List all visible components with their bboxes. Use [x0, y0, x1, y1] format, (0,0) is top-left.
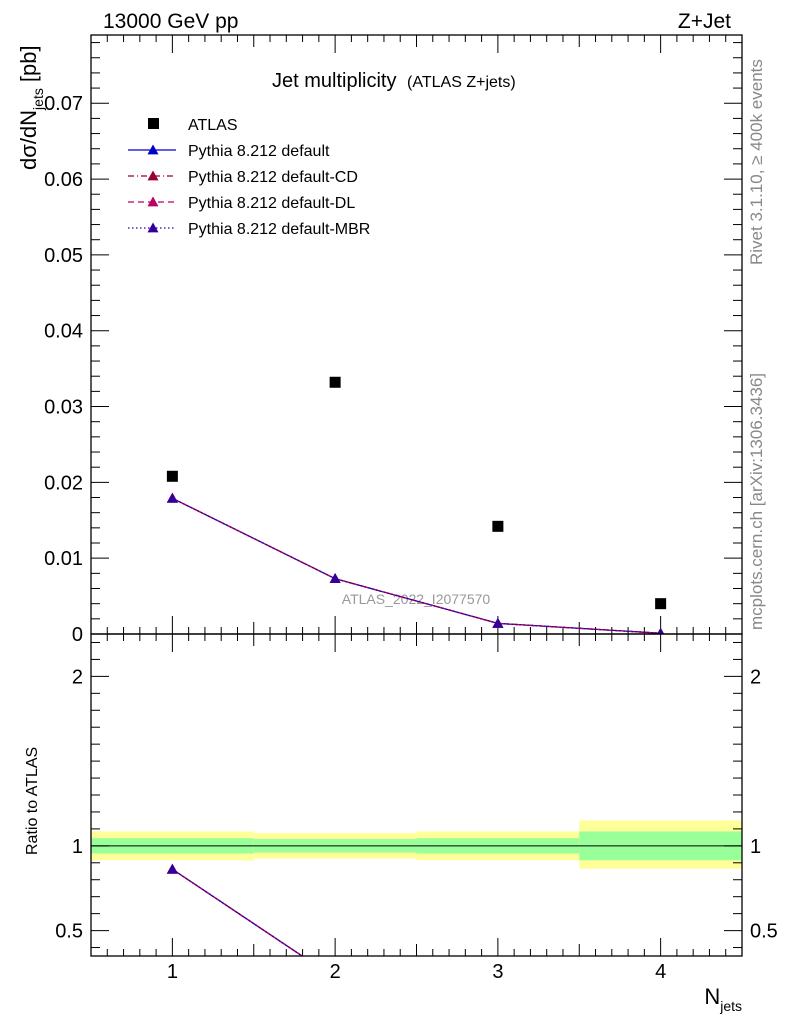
main-ytick-label: 0.07	[44, 93, 83, 115]
ratio-series-marker	[655, 1006, 666, 1016]
legend-label: Pythia 8.212 default-MBR	[188, 221, 370, 238]
main-ytick-label: 0.04	[44, 321, 83, 343]
legend-marker-atlas	[148, 118, 159, 129]
legend-label: Pythia 8.212 default	[188, 143, 330, 160]
legend-marker	[147, 170, 159, 181]
main-ytick-label: 0.05	[44, 245, 83, 267]
atlas-data-point	[166, 470, 178, 482]
watermark: ATLAS_2022_I2077570	[342, 591, 491, 607]
main-ylabel: dσ/dNjets [pb]	[16, 45, 46, 170]
main-series-line	[172, 497, 661, 634]
main-ylabel-unit: [pb]	[16, 45, 41, 82]
legend-marker	[147, 222, 159, 233]
ratio-ytick-label-right: 2	[750, 666, 761, 688]
ratio-series-marker	[655, 1006, 666, 1016]
ratio-series-line	[172, 868, 304, 956]
legend-marker	[147, 196, 159, 207]
plot-title: Jet multiplicity (ATLAS Z+jets)	[272, 70, 516, 92]
ratio-series-line	[172, 868, 304, 956]
main-ylabel-sub: jets	[30, 88, 46, 111]
ratio-bands	[91, 820, 742, 869]
rivet-label: Rivet 3.1.10, ≥ 400k events	[747, 59, 766, 265]
x-axis-label-main: N	[704, 984, 720, 1009]
ratio-series-marker	[655, 1006, 666, 1016]
ratio-ytick-label-left: 2	[72, 666, 83, 688]
ratio-series-marker	[492, 993, 503, 1003]
main-series-marker	[657, 627, 665, 634]
ratio-series-line	[172, 868, 304, 956]
main-series-marker	[329, 573, 341, 584]
axis-tick-labels: 0 0.01 0.02 0.03 0.04 0.05 0.06 0.07 1 2 3 4 0.5 0.5 1…	[44, 93, 778, 983]
main-ytick-label: 0.02	[44, 472, 83, 494]
ratio-ytick-label-right: 1	[750, 836, 761, 858]
header-right: Z+Jet	[678, 10, 731, 33]
x-tick-label: 2	[330, 961, 341, 983]
ratio-ytick-label-right: 0.5	[750, 921, 778, 943]
plot-title-main: Jet multiplicity	[272, 70, 396, 92]
main-ytick-label: 0.03	[44, 397, 83, 419]
legend-label: Pythia 8.212 default-DL	[188, 195, 355, 212]
ratio-series-marker	[492, 993, 503, 1003]
main-series-line	[172, 497, 661, 634]
legend: ATLAS Pythia 8.212 default Pythia 8.212 de…	[128, 117, 370, 238]
legend-marker	[147, 144, 159, 155]
header-left: 13000 GeV pp	[103, 10, 238, 33]
ratio-ytick-label-left: 1	[72, 836, 83, 858]
legend-label: Pythia 8.212 default-CD	[188, 169, 358, 186]
legend-label: ATLAS	[188, 117, 238, 134]
x-axis-label-sub: jets	[719, 998, 742, 1014]
ratio-panel-frame	[90, 633, 743, 957]
ratio-series-line	[172, 868, 304, 956]
main-series-marker	[166, 492, 178, 503]
ratio-ytick-label-left: 0.5	[55, 921, 83, 943]
main-ytick-label: 0	[72, 624, 83, 646]
ratio-series-marker	[166, 863, 178, 874]
x-axis-label: Njets	[704, 984, 742, 1014]
main-ytick-label: 0.01	[44, 548, 83, 570]
ratio-series-marker	[492, 993, 503, 1003]
atlas-data-point	[492, 520, 504, 532]
main-series-marker	[492, 617, 504, 628]
ratio-ylabel: Ratio to ATLAS	[24, 747, 41, 855]
ratio-series-marker	[492, 993, 503, 1003]
ratio-series-marker	[655, 1006, 666, 1016]
x-tick-label: 1	[167, 961, 178, 983]
main-marks	[166, 376, 667, 634]
mcplots-label: mcplots.cern.ch [arXiv:1306.3436]	[747, 373, 766, 630]
x-tick-label: 4	[655, 961, 666, 983]
main-series-line	[172, 497, 661, 634]
plot-title-sub: (ATLAS Z+jets)	[407, 74, 516, 91]
ratio-marks	[166, 863, 666, 1016]
atlas-data-point	[655, 598, 667, 610]
atlas-data-point	[329, 376, 341, 388]
x-tick-label: 3	[492, 961, 503, 983]
main-ylabel-main: dσ/dN	[16, 110, 41, 170]
main-ytick-label: 0.06	[44, 169, 83, 191]
main-series-line	[172, 497, 661, 634]
